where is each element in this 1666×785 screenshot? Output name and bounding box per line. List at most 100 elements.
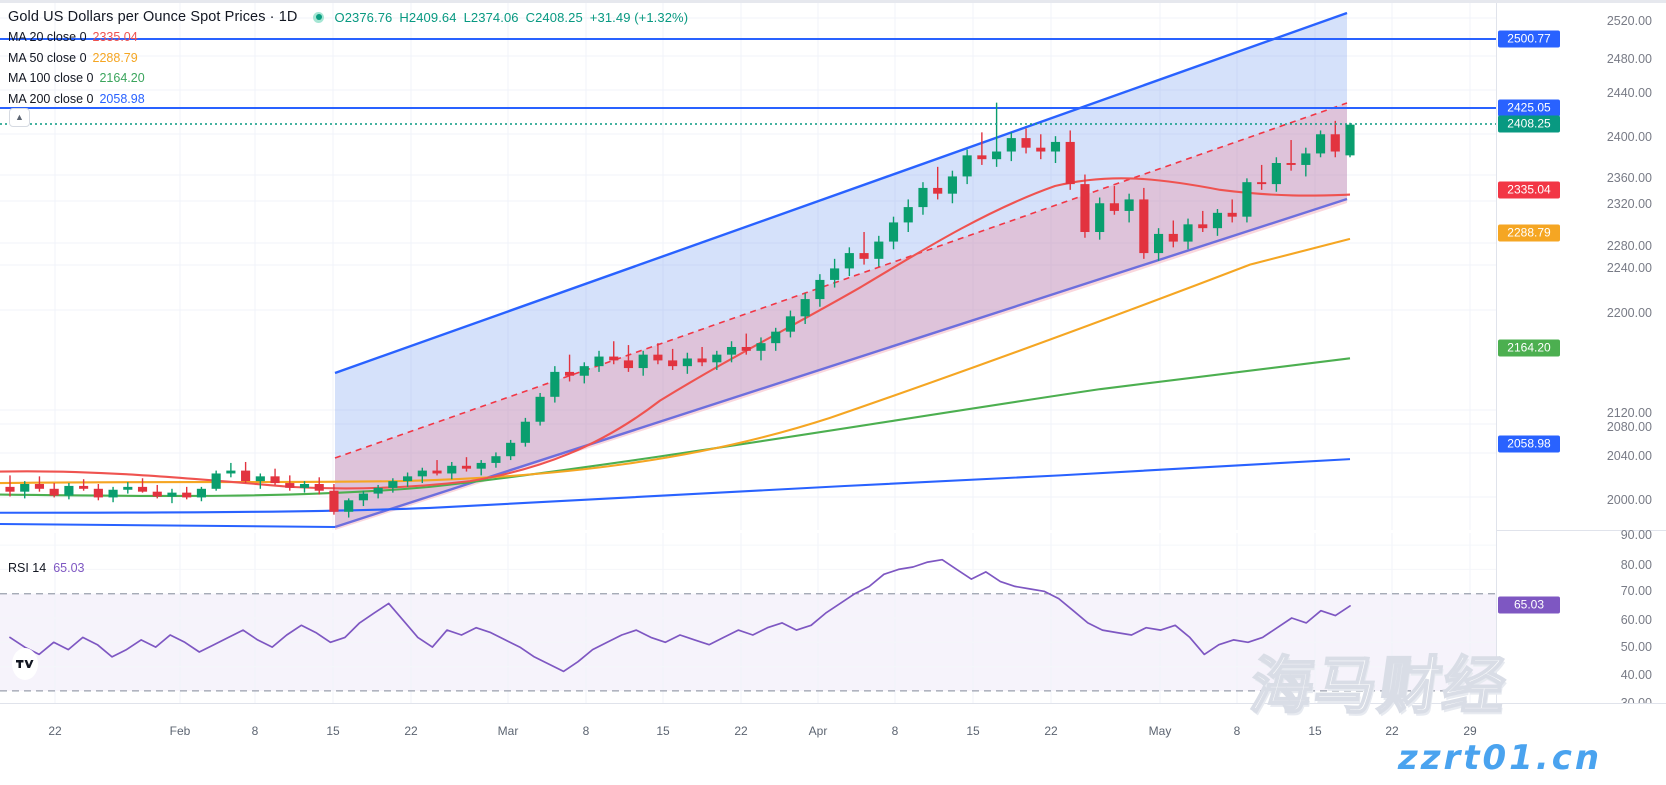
candle [785,310,796,338]
candle [344,498,354,518]
candle [1198,210,1208,233]
axis-tick-label: 2520.00 [1606,14,1652,28]
candle [697,346,707,367]
candle [1286,140,1296,171]
axis-tick-label: 2360.00 [1606,171,1652,185]
candle [888,216,899,250]
candle [241,461,251,484]
axis-price-tag[interactable]: 2164.20 [1498,339,1560,357]
candle [1345,122,1355,158]
candle [152,484,162,499]
price-chart-canvas [0,3,1496,530]
rsi-legend-value: 65.03 [53,561,85,575]
candle [1242,178,1252,223]
candle [476,460,486,476]
rsi-chart-canvas [0,533,1496,703]
axis-tick-label: 2400.00 [1606,130,1652,144]
candle [756,337,766,361]
candle [609,341,619,365]
candle [403,472,413,487]
candle [388,478,398,493]
candle [638,350,648,376]
candle [358,490,368,507]
axis-tick-label: 60.00 [1620,613,1652,627]
candle [1154,228,1164,261]
candle [1227,199,1237,223]
price-pane[interactable] [0,3,1496,530]
candle [447,461,457,480]
time-tick-label: 15 [656,724,670,738]
candle [1271,157,1281,192]
time-tick-label: 8 [891,724,899,738]
candle [1315,130,1326,158]
time-tick-label: Apr [808,724,828,738]
time-tick-label: May [1148,724,1172,738]
candle [594,350,604,372]
candle [1257,164,1267,190]
candle [1036,134,1046,160]
time-tick-label: 8 [251,724,259,738]
time-tick-label: Feb [169,724,191,738]
time-axis[interactable]: 22 Feb 8 15 22 Mar 8 15 22 Apr 8 15 22 May 8 15 22 29 [0,703,1666,785]
rsi-legend[interactable]: RSI 14 65.03 [8,561,85,575]
candle [182,486,192,500]
candle [977,132,987,165]
candle [167,488,177,504]
time-tick-label: 15 [966,724,980,738]
time-tick-label: 22 [1044,724,1058,738]
axis-tick-label: 90.00 [1620,528,1652,542]
candle [741,333,751,355]
candle [623,345,634,372]
candle [1050,136,1061,164]
candle [859,232,869,265]
time-tick-label: 15 [1308,724,1322,738]
candle [962,149,972,185]
axis-price-tag[interactable]: 2058.98 [1498,435,1560,453]
rsi-pane[interactable] [0,533,1496,703]
candle [653,343,663,365]
candle [270,468,280,485]
candle [564,354,575,382]
candle [1212,209,1223,236]
axis-tick-label: 2120.00 [1606,406,1652,420]
time-tick-label: 22 [404,724,418,738]
axis-tick-label: 2000.00 [1606,493,1652,507]
candle [1183,218,1193,250]
axis-tick-label: 2280.00 [1606,239,1652,253]
axis-tick-label: 2320.00 [1606,197,1652,211]
url-watermark: zzrt01.cn [1397,738,1603,778]
candle [550,366,560,403]
candle [93,484,103,501]
axis-price-tag[interactable]: 65.03 [1498,596,1560,614]
axis-price-tag[interactable]: 2288.79 [1498,224,1560,242]
collapse-legend-button[interactable]: ▲ [9,108,30,127]
candle [903,199,913,233]
candle [461,457,472,472]
candle [682,352,692,374]
axis-price-tag[interactable]: 2425.05 [1498,99,1560,117]
candle [1139,187,1149,259]
axis-divider [1496,3,1497,703]
axis-tick-label: 40.00 [1620,668,1652,682]
candle [285,475,295,491]
candle [1065,130,1075,190]
tradingview-logo-icon[interactable] [12,648,38,680]
candle [918,182,928,215]
candle [1301,147,1311,177]
top-divider [0,0,1666,3]
candle [1021,128,1031,154]
axis-tick-label: 70.00 [1620,584,1652,598]
time-tick-label: 22 [48,724,62,738]
candle [506,439,516,461]
axis-price-tag[interactable]: 2335.04 [1498,181,1560,199]
axis-price-tag[interactable]: 2408.25 [1498,115,1560,133]
axis-tick-label: 50.00 [1620,640,1652,654]
candle [314,477,324,495]
price-axis[interactable]: 2520.00 2480.00 2440.00 2400.00 2360.00 2320.… [1496,3,1666,710]
candle [815,274,825,307]
candle [726,341,737,363]
axis-price-tag[interactable]: 2500.77 [1498,30,1560,48]
candle [1330,120,1340,158]
candle [947,170,957,204]
